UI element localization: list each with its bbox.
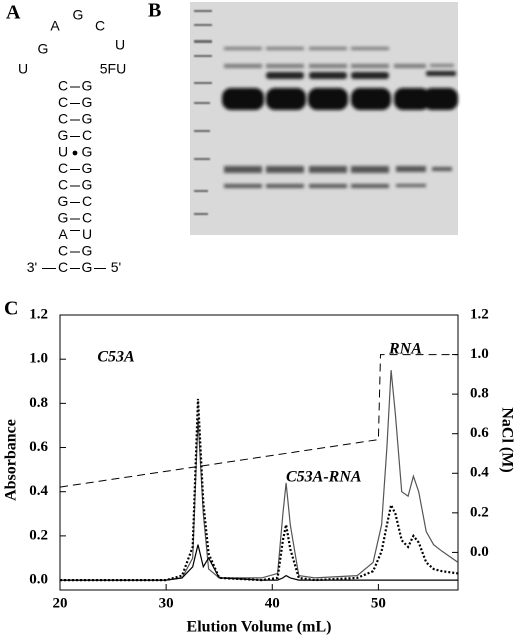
panel-label: B <box>148 0 161 22</box>
y-tick-label: 0.2 <box>29 527 48 543</box>
panel-label: C <box>4 298 18 320</box>
gel <box>190 2 458 235</box>
nucleotide: C <box>58 243 68 259</box>
y-tick-label: 0.0 <box>29 571 48 587</box>
nucleotide: G <box>82 111 93 127</box>
nucleotide: C <box>58 78 68 94</box>
nucleotide: C <box>58 94 68 110</box>
nucleotide: G <box>58 210 69 226</box>
nucleotide: C <box>58 259 68 275</box>
nucleotide: C <box>82 127 92 143</box>
x-tick-label: 30 <box>159 595 174 611</box>
strand-end: 5' <box>111 259 121 275</box>
y2-tick-label: 1.2 <box>470 306 489 322</box>
nucleotide: C <box>58 111 68 127</box>
nucleotide: G <box>58 193 69 209</box>
x-tick-label: 50 <box>371 595 386 611</box>
nucleotide: G <box>82 144 93 160</box>
annotation: C53A-RNA <box>286 469 362 486</box>
nucleotide: G <box>82 94 93 110</box>
y-tick-label: 1.2 <box>29 306 48 322</box>
nucleotide: U <box>18 61 28 77</box>
y2-tick-label: 0.8 <box>470 386 489 402</box>
nucleotide: U <box>82 226 92 242</box>
y2-axis-title: NaCl (M) <box>498 407 515 472</box>
nucleotide: U <box>115 37 125 53</box>
nucleotide: 5FU <box>100 61 126 77</box>
series-line <box>60 370 458 581</box>
y2-tick-label: 0.6 <box>470 425 489 441</box>
y2-tick-label: 0.0 <box>470 544 489 560</box>
nucleotide: C <box>82 193 92 209</box>
nucleotide: G <box>82 177 93 193</box>
x-tick-label: 20 <box>53 595 68 611</box>
y-tick-label: 0.6 <box>29 439 48 455</box>
nucleotide: C <box>95 18 105 34</box>
nucleotide: G <box>82 243 93 259</box>
nucleotide: G <box>38 41 49 57</box>
panel-label: A <box>6 2 21 24</box>
nucleotide: G <box>82 78 93 94</box>
nucleotide: A <box>58 226 68 242</box>
x-axis-title: Elution Volume (mL) <box>187 619 332 636</box>
strand-end: 3' <box>27 259 37 275</box>
y2-tick-label: 0.2 <box>470 504 489 520</box>
nucleotide: C <box>82 210 92 226</box>
y2-tick-label: 0.4 <box>470 465 489 481</box>
y-tick-label: 0.8 <box>29 395 48 411</box>
chart: 20 30 40 50 0.0 0.2 0.4 0.6 0.8 1.0 1.2 0.0 0.2 0.4 0.… <box>3 306 516 635</box>
y-axis-title: Absorbance <box>3 419 20 501</box>
nucleotide: A <box>50 18 60 34</box>
annotation: RNA <box>388 341 422 358</box>
nucleotide: U <box>58 144 68 160</box>
y2-tick-label: 1.0 <box>470 346 489 362</box>
base-pair <box>72 150 78 156</box>
series-line <box>60 354 458 488</box>
nucleotide: G <box>58 127 69 143</box>
nucleotide: G <box>73 7 84 23</box>
y-tick-label: 1.0 <box>29 351 48 367</box>
nucleotide: G <box>82 259 93 275</box>
x-tick-label: 40 <box>265 595 280 611</box>
series-line <box>60 544 458 581</box>
plot-frame <box>59 314 459 591</box>
y-tick-label: 0.4 <box>29 483 48 499</box>
annotation: C53A <box>97 349 135 366</box>
nucleotide: C <box>58 160 68 176</box>
series-line <box>60 398 458 582</box>
nucleotide: C <box>58 177 68 193</box>
nucleotide: G <box>82 160 93 176</box>
